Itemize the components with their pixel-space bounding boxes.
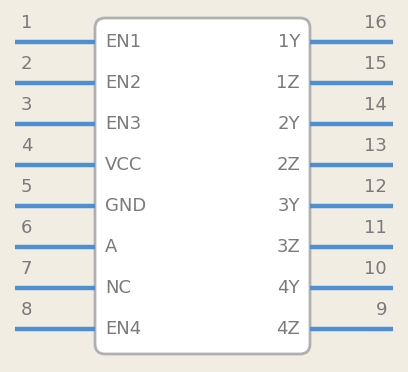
Text: 8: 8 [21, 301, 32, 319]
Text: 2: 2 [21, 55, 33, 73]
Text: 3: 3 [21, 96, 33, 114]
Text: NC: NC [105, 279, 131, 297]
Text: EN2: EN2 [105, 74, 141, 92]
Text: 4Y: 4Y [277, 279, 300, 297]
Text: 4: 4 [21, 137, 33, 155]
Text: 10: 10 [364, 260, 387, 278]
Text: 11: 11 [364, 219, 387, 237]
Text: VCC: VCC [105, 156, 142, 174]
Text: 3Z: 3Z [276, 238, 300, 256]
Text: 2Z: 2Z [276, 156, 300, 174]
Text: 13: 13 [364, 137, 387, 155]
Text: 1Z: 1Z [276, 74, 300, 92]
Text: EN4: EN4 [105, 320, 141, 338]
Text: A: A [105, 238, 118, 256]
Text: EN3: EN3 [105, 115, 141, 133]
Text: 1: 1 [21, 14, 32, 32]
Text: 5: 5 [21, 178, 33, 196]
Text: 16: 16 [364, 14, 387, 32]
Text: 7: 7 [21, 260, 33, 278]
Text: 4Z: 4Z [276, 320, 300, 338]
Text: 1Y: 1Y [277, 33, 300, 51]
Text: 14: 14 [364, 96, 387, 114]
Text: 6: 6 [21, 219, 32, 237]
Text: GND: GND [105, 197, 146, 215]
Text: 15: 15 [364, 55, 387, 73]
Text: EN1: EN1 [105, 33, 141, 51]
FancyBboxPatch shape [95, 18, 310, 354]
Text: 12: 12 [364, 178, 387, 196]
Text: 3Y: 3Y [277, 197, 300, 215]
Text: 9: 9 [375, 301, 387, 319]
Text: 2Y: 2Y [277, 115, 300, 133]
